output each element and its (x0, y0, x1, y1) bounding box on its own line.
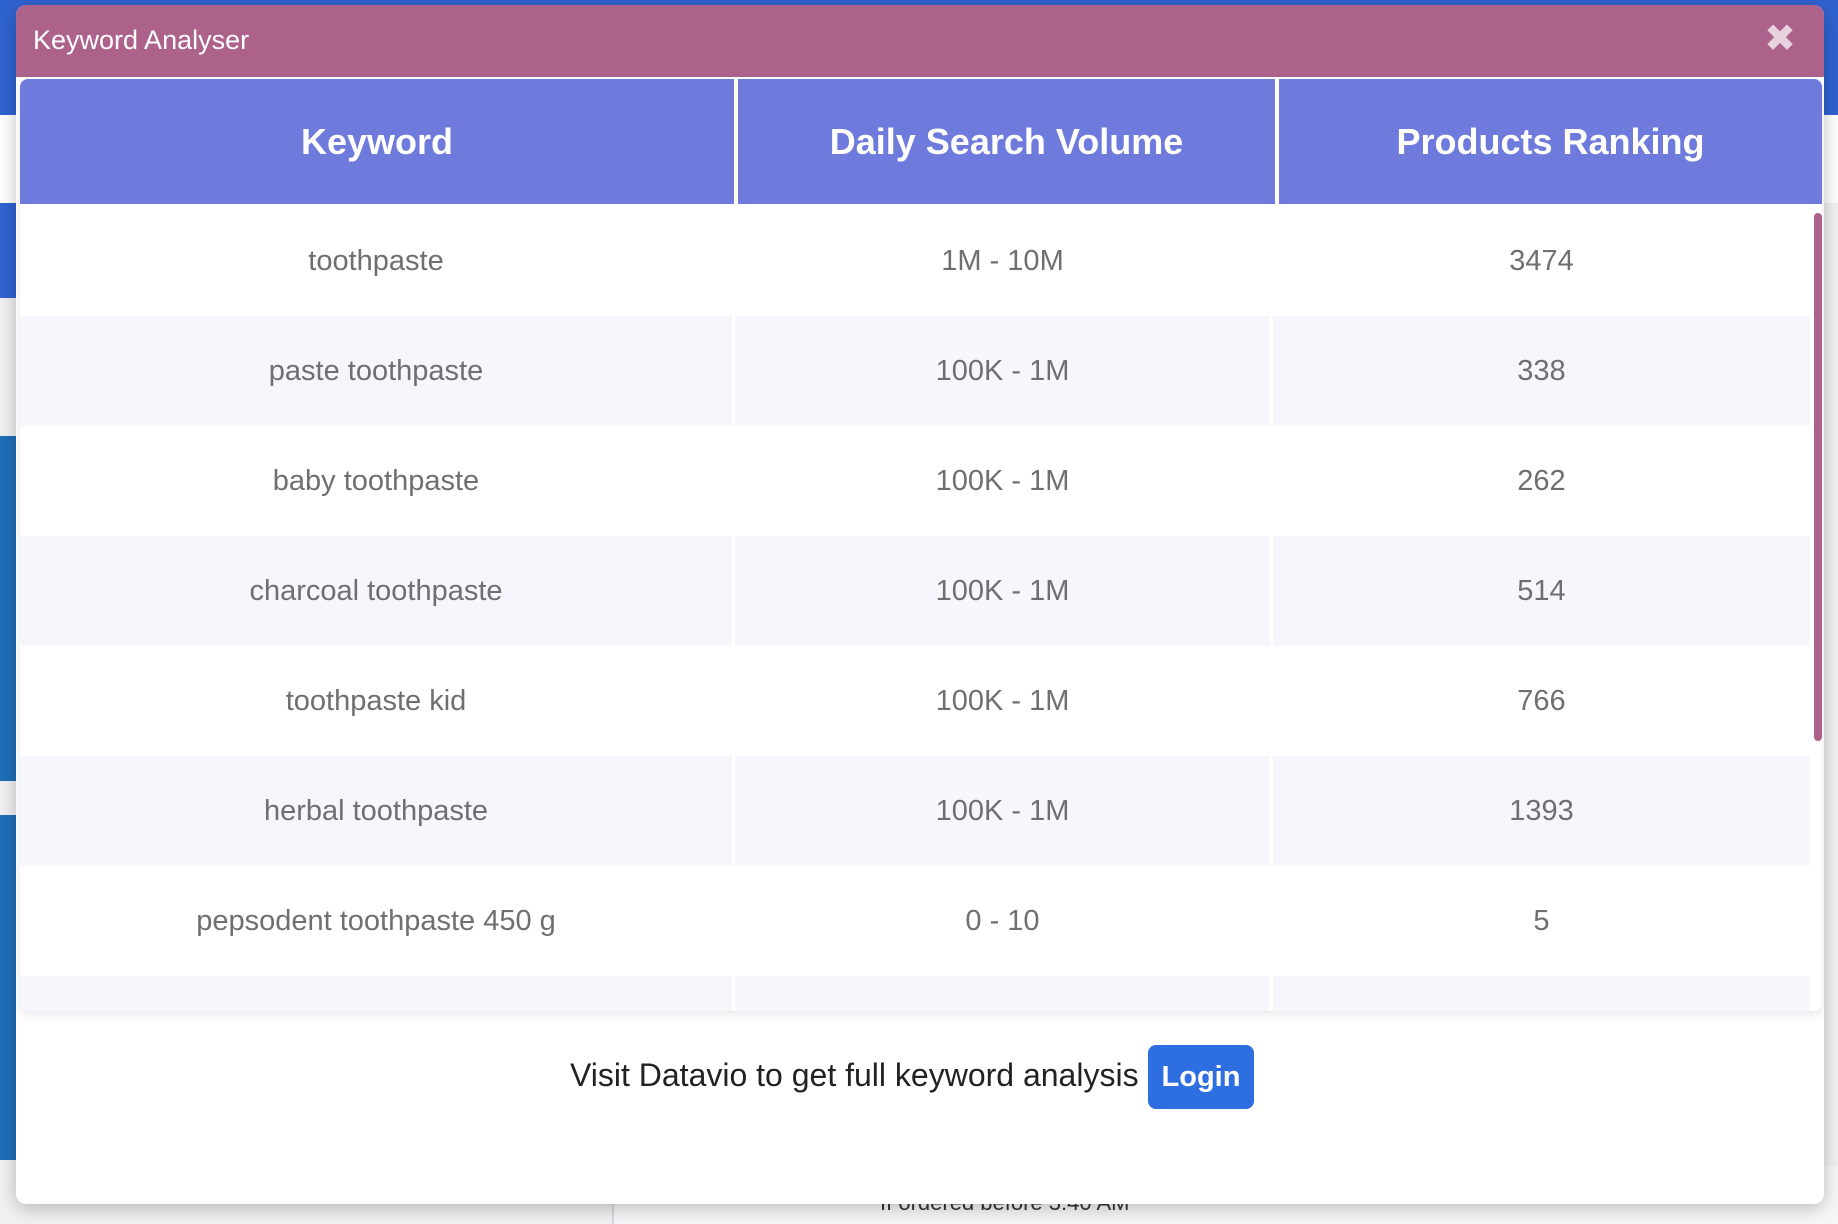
close-icon[interactable]: ✖ (1764, 18, 1796, 60)
ranking-cell: 338 (1273, 316, 1810, 426)
keyword-cell: toothpaste (20, 206, 735, 316)
keyword-cell: paste toothpaste (20, 316, 735, 426)
background-left-panel (0, 203, 16, 298)
column-header-products-ranking[interactable]: Products Ranking (1279, 79, 1822, 204)
table-row: paste toothpaste 100K - 1M 338 (20, 316, 1810, 426)
table-row: toothpaste 1M - 10M 3474 (20, 206, 1810, 316)
modal-footer: Visit Datavio to get full keyword analys… (16, 1045, 1824, 1115)
keyword-analyser-modal: Keyword Analyser ✖ Keyword Daily Search … (16, 5, 1824, 1204)
table-row: pepsodent toothpaste 450 g 0 - 10 5 (20, 866, 1810, 976)
table-row: baby toothpaste 100K - 1M 262 (20, 426, 1810, 536)
modal-header: Keyword Analyser ✖ (16, 5, 1824, 77)
column-header-keyword[interactable]: Keyword (20, 79, 738, 204)
table-row (20, 976, 1810, 1011)
volume-cell: 100K - 1M (735, 426, 1273, 536)
keyword-cell: baby toothpaste (20, 426, 735, 536)
volume-cell: 100K - 1M (735, 536, 1273, 646)
keyword-cell: herbal toothpaste (20, 756, 735, 866)
ranking-cell: 5 (1273, 866, 1810, 976)
background-product-image (0, 436, 16, 781)
modal-title: Keyword Analyser (33, 25, 250, 55)
volume-cell: 1M - 10M (735, 206, 1273, 316)
table-row: herbal toothpaste 100K - 1M 1393 (20, 756, 1810, 866)
keyword-cell (20, 976, 735, 1011)
table-row: charcoal toothpaste 100K - 1M 514 (20, 536, 1810, 646)
keyword-cell: charcoal toothpaste (20, 536, 735, 646)
table-body[interactable]: toothpaste 1M - 10M 3474 paste toothpast… (20, 206, 1810, 1011)
ranking-cell: 1393 (1273, 756, 1810, 866)
table-scrollbar-thumb[interactable] (1814, 213, 1822, 741)
volume-cell: 100K - 1M (735, 756, 1273, 866)
column-header-daily-search-volume[interactable]: Daily Search Volume (738, 79, 1279, 204)
volume-cell: 100K - 1M (735, 316, 1273, 426)
volume-cell: 100K - 1M (735, 646, 1273, 756)
ranking-cell: 766 (1273, 646, 1810, 756)
ranking-cell (1273, 976, 1810, 1011)
table-row: toothpaste kid 100K - 1M 766 (20, 646, 1810, 756)
keyword-cell: toothpaste kid (20, 646, 735, 756)
volume-cell (735, 976, 1273, 1011)
login-button[interactable]: Login (1148, 1045, 1254, 1109)
ranking-cell: 514 (1273, 536, 1810, 646)
keyword-cell: pepsodent toothpaste 450 g (20, 866, 735, 976)
table-header-row: Keyword Daily Search Volume Products Ran… (20, 79, 1822, 204)
ranking-cell: 3474 (1273, 206, 1810, 316)
volume-cell: 0 - 10 (735, 866, 1273, 976)
footer-message: Visit Datavio to get full keyword analys… (570, 1057, 1139, 1093)
keyword-table: Keyword Daily Search Volume Products Ran… (20, 79, 1822, 1011)
ranking-cell: 262 (1273, 426, 1810, 536)
background-product-image (0, 815, 16, 1160)
